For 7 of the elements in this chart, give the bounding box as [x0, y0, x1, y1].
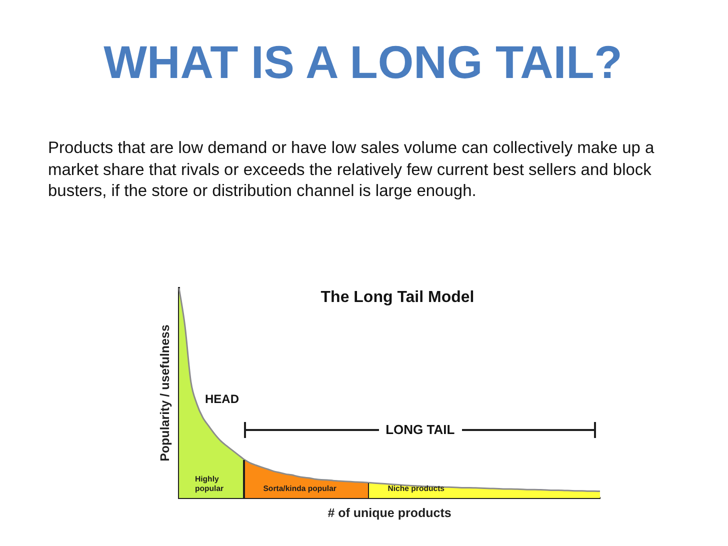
text: Products that are low demand or have low sales volume can collectively make up a market share that rivals or exceeds the relatively few current best sellers and block busters, if the store or distribution channel is large enough. [48, 138, 656, 202]
chart-subtitle: The Long Tail Model [320, 288, 476, 307]
y-axis-title: Popularity / usefulness [158, 324, 172, 462]
annotation: LONG TAIL [386, 422, 455, 438]
annotation: HEAD [205, 392, 240, 406]
chart-title: WHAT IS A LONG TAIL? [102, 35, 624, 89]
x-axis-title: # of unique products [328, 506, 452, 520]
